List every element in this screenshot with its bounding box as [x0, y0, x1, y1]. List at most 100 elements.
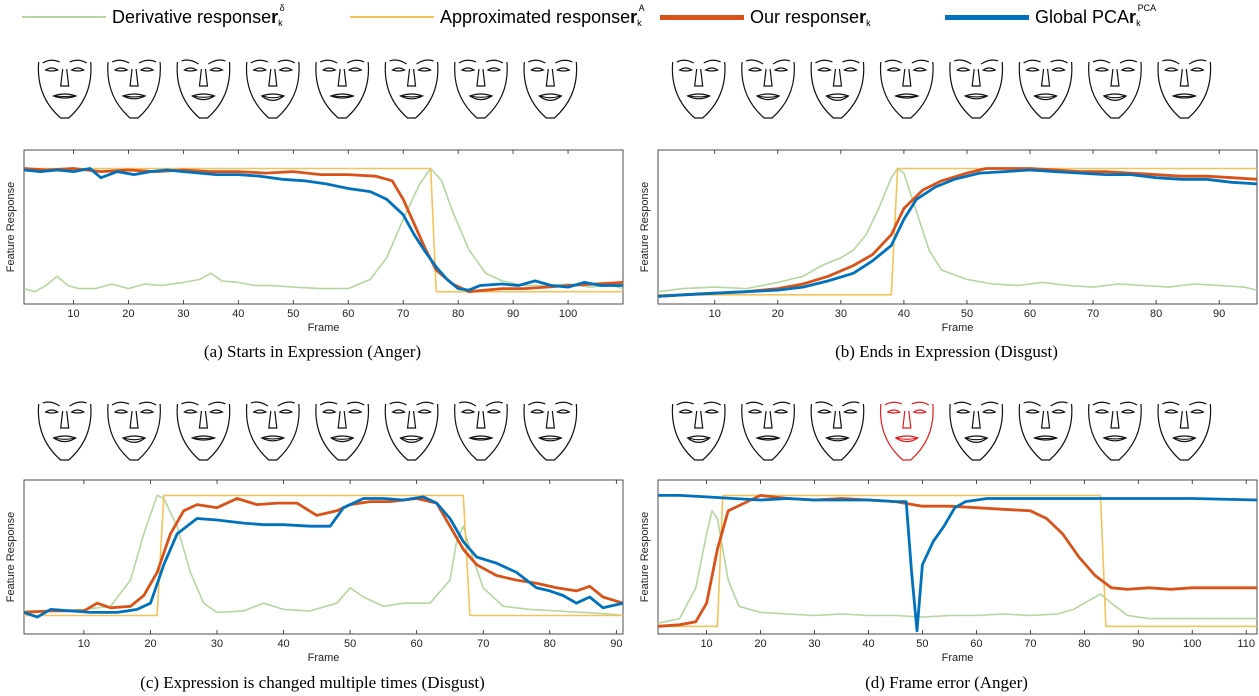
series-line-ours — [657, 494, 1257, 628]
x-tick-label: 50 — [287, 308, 299, 320]
y-axis-label: Feature Response — [639, 182, 651, 273]
face-sketch — [315, 59, 370, 119]
face-sketch — [245, 59, 300, 119]
x-tick-label: 80 — [544, 638, 556, 650]
legend-symbol: r — [271, 6, 279, 27]
x-tick-label: 30 — [835, 308, 847, 320]
legend: Derivative response r k δ Approximated resp… — [0, 0, 1259, 34]
face-sketch — [1157, 401, 1212, 461]
x-tick-label: 50 — [344, 638, 356, 650]
x-tick-label: 70 — [1087, 308, 1099, 320]
face-sketch — [741, 401, 795, 461]
face-sketch — [1018, 401, 1073, 461]
x-axis-label: Frame — [308, 322, 340, 334]
legend-superscript: PCA — [1137, 3, 1157, 13]
x-tick-label: 50 — [961, 308, 973, 320]
x-tick-label: 60 — [342, 308, 354, 320]
caption-d: (d) Frame error (Anger) — [865, 673, 1028, 692]
y-axis-label: Feature Response — [639, 512, 651, 603]
y-axis-label: Feature Response — [5, 182, 17, 273]
legend-symbol: r — [630, 6, 638, 27]
x-tick-label: 10 — [709, 308, 721, 320]
face-sketch — [176, 401, 231, 461]
series-line-derivative — [24, 494, 624, 617]
legend-subscript: k — [1136, 18, 1141, 28]
series-line-pca — [658, 494, 1258, 633]
chart-svg: 10 20 30 40 50 60 70 80 90 100 Frame Feature Respon… — [5, 59, 624, 334]
x-tick-label: 80 — [452, 308, 464, 320]
chart-svg: 10 20 30 40 50 60 70 80 90 100 110 Frame Feature Res… — [639, 401, 1258, 664]
caption-b: (b) Ends in Expression (Disgust) — [835, 342, 1058, 361]
face-sketch — [454, 59, 508, 119]
legend-swatch-approx — [350, 16, 434, 18]
x-tick-label: 30 — [808, 638, 820, 650]
x-tick-label: 70 — [477, 638, 489, 650]
face-sketch — [523, 59, 578, 119]
series-line-approx — [658, 167, 1257, 296]
x-tick-label: 60 — [1024, 308, 1036, 320]
face-sketch — [37, 59, 92, 119]
panel-b: 10 20 30 40 50 60 70 80 90 Frame Feature Response — [634, 40, 1259, 365]
x-axis-label: Frame — [308, 652, 340, 664]
x-tick-label: 100 — [559, 308, 577, 320]
x-axis-label: Frame — [942, 322, 974, 334]
x-tick-label: 110 — [1237, 638, 1255, 650]
x-tick-label: 90 — [1132, 638, 1144, 650]
x-tick-label: 100 — [1183, 638, 1201, 650]
face-sketch — [810, 59, 865, 119]
face-sketch — [1088, 401, 1142, 461]
x-tick-label: 50 — [916, 638, 928, 650]
series-line-derivative — [657, 510, 1257, 624]
series-line-ours — [657, 167, 1258, 298]
series-line-pca — [657, 168, 1258, 298]
legend-swatch-pca — [945, 14, 1029, 20]
series-line-pca — [23, 167, 623, 292]
x-tick-label: 90 — [1213, 308, 1225, 320]
series-line-derivative — [23, 167, 624, 293]
series-line-approx — [24, 494, 623, 617]
legend-label: Our response — [750, 6, 860, 27]
y-axis-label: Feature Response — [5, 512, 17, 603]
x-tick-label: 10 — [700, 638, 712, 650]
x-tick-label: 20 — [122, 308, 134, 320]
face-sketch — [107, 59, 161, 119]
face-sketch — [741, 59, 795, 119]
x-tick-label: 40 — [898, 308, 910, 320]
x-tick-label: 70 — [1024, 638, 1036, 650]
face-sketch — [107, 401, 161, 461]
x-tick-label: 60 — [970, 638, 982, 650]
legend-label: Derivative response — [112, 6, 272, 27]
legend-label: Global PCA — [1035, 6, 1130, 27]
face-sketch — [879, 59, 934, 119]
series-line-ours — [23, 497, 624, 614]
series-line-pca — [23, 495, 624, 619]
face-sketch — [454, 401, 508, 461]
legend-item-pca: Global PCA r k PCA — [945, 3, 1159, 28]
face-sketch — [671, 59, 726, 119]
face-sketch — [671, 401, 726, 461]
x-tick-label: 80 — [1078, 638, 1090, 650]
plot-frame — [23, 149, 624, 305]
x-tick-label: 10 — [67, 308, 79, 320]
legend-superscript: A — [638, 3, 645, 13]
chart-svg: 10 20 30 40 50 60 70 80 90 Frame Feature Response — [639, 59, 1258, 334]
face-sketch — [384, 59, 439, 119]
series-line-approx — [658, 494, 1257, 628]
face-sketch — [245, 401, 300, 461]
x-tick-label: 40 — [232, 308, 244, 320]
face-sketch — [37, 401, 92, 461]
legend-subscript: k — [866, 18, 871, 28]
chart-svg: 10 20 30 40 50 60 70 80 90 Frame Feature Response — [5, 401, 624, 664]
panel-a: 10 20 30 40 50 60 70 80 90 100 Frame Feature Respon… — [0, 40, 625, 365]
x-tick-label: 30 — [211, 638, 223, 650]
face-sketch-error — [879, 401, 934, 461]
panel-d: 10 20 30 40 50 60 70 80 90 100 110 Frame Feature Res… — [634, 382, 1259, 696]
x-tick-label: 60 — [411, 638, 423, 650]
x-tick-label: 30 — [177, 308, 189, 320]
plot-frame — [23, 479, 624, 635]
series-line-ours — [23, 167, 624, 294]
x-tick-label: 20 — [754, 638, 766, 650]
